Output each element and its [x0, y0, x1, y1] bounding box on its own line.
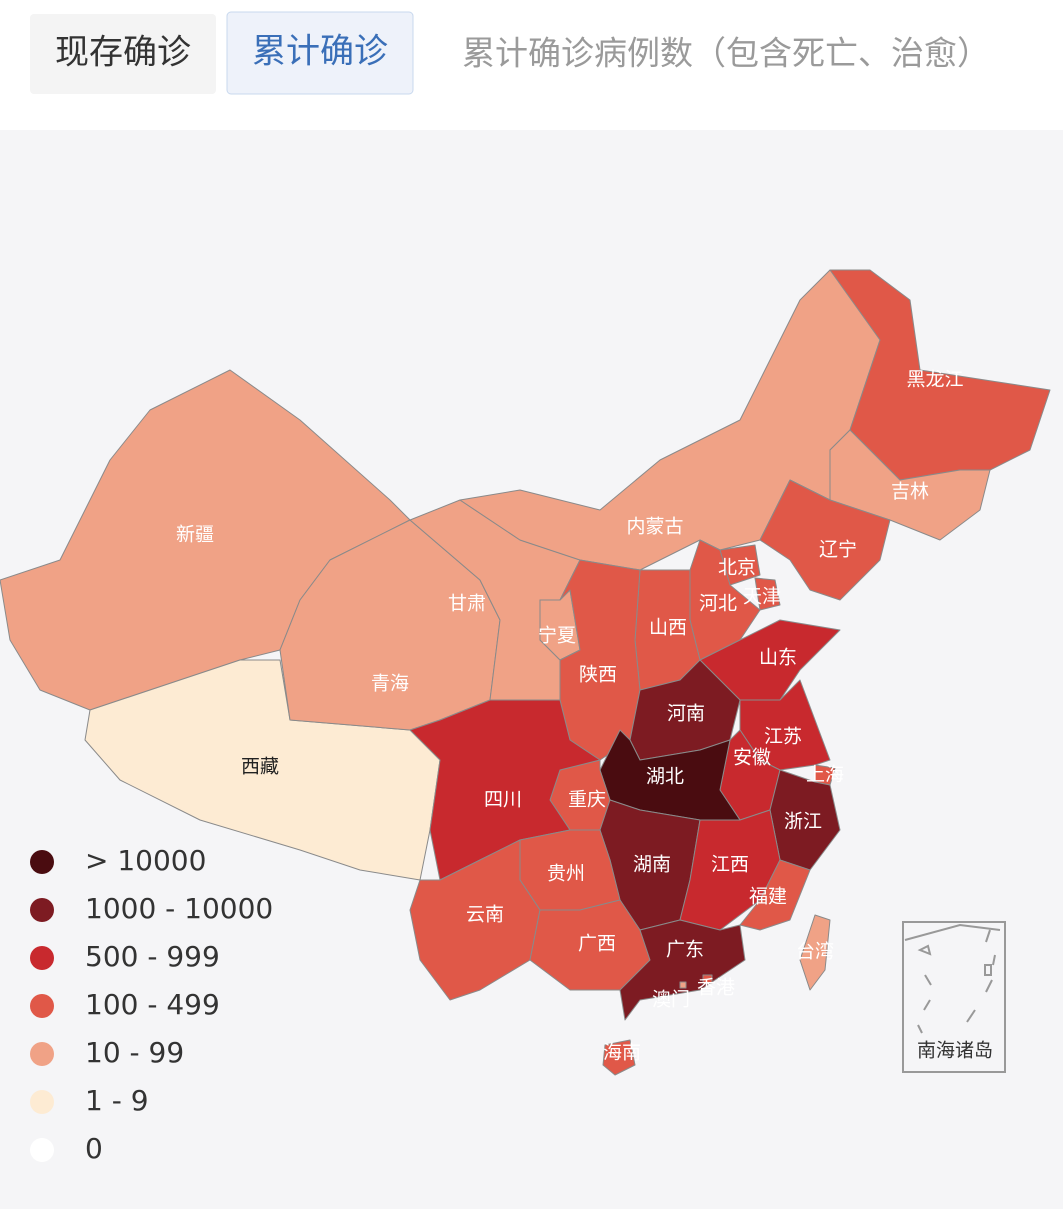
tab-label[interactable]: 累计确诊: [252, 32, 388, 72]
province-label: 内蒙古: [626, 516, 683, 538]
province: [759, 479, 891, 601]
province: [829, 269, 1051, 481]
province: [739, 859, 811, 931]
province-label: 福建: [749, 886, 787, 908]
province-label: 安徽: [733, 747, 771, 769]
province-label: 辽宁: [819, 539, 857, 561]
province: [559, 559, 641, 761]
legend-swatch: [30, 898, 54, 922]
province-label: 西藏: [241, 756, 279, 778]
province-label: 黑龙江: [906, 369, 963, 391]
province: [754, 577, 781, 611]
legend-swatch: [30, 994, 54, 1018]
inset-label: 南海诸岛: [917, 1040, 993, 1062]
province: [679, 981, 687, 989]
province-label: 河北: [699, 593, 737, 615]
province-label: 天津: [743, 586, 781, 608]
subtitle: 累计确诊病例数（包含死亡、治愈）: [462, 34, 990, 73]
legend-swatch: [30, 1090, 54, 1114]
legend-swatch: [30, 1042, 54, 1066]
province-label: 海南: [603, 1042, 641, 1064]
province-label: 云南: [466, 904, 504, 926]
province-label: 宁夏: [538, 625, 576, 647]
province: [409, 839, 541, 1001]
legend-swatch: [30, 850, 54, 874]
province-label: 新疆: [176, 524, 214, 546]
province-label: 重庆: [568, 789, 606, 811]
legend-label: 500 - 999: [85, 940, 220, 973]
province-label: 湖北: [646, 766, 684, 788]
legend-label: > 10000: [85, 844, 206, 877]
province-label: 广东: [666, 939, 704, 961]
tab-button[interactable]: [30, 14, 216, 94]
province: [829, 429, 991, 541]
province-label: 陕西: [579, 664, 617, 686]
province: [409, 699, 601, 881]
legend-label: 100 - 499: [85, 988, 220, 1021]
province: [799, 914, 831, 991]
province-label: 江苏: [764, 726, 802, 748]
tab-label[interactable]: 现存确诊: [55, 33, 191, 73]
province-label: 青海: [371, 673, 409, 695]
province-label: 山西: [649, 617, 687, 639]
province-label: 北京: [718, 557, 756, 579]
province: [619, 919, 746, 1021]
inset-islands: [904, 923, 1001, 1034]
province: [602, 1039, 636, 1076]
province-label: 浙江: [784, 811, 822, 833]
province-label: 香港: [697, 977, 735, 999]
province-label: 台湾: [796, 941, 834, 963]
legend-label: 1000 - 10000: [85, 892, 273, 925]
province-label: 甘肃: [448, 593, 486, 615]
legend-label: 10 - 99: [85, 1036, 184, 1069]
province-label: 江西: [711, 854, 749, 876]
legend-label: 1 - 9: [85, 1084, 149, 1117]
inset-box: [902, 921, 1006, 1073]
province-label: 贵州: [547, 863, 585, 885]
province-label: 吉林: [891, 481, 929, 503]
province-label: 澳门: [652, 989, 690, 1011]
province-label: 山东: [759, 647, 797, 669]
legend-swatch: [30, 946, 54, 970]
province-label: 广西: [578, 933, 616, 955]
province: [702, 974, 713, 984]
legend-swatch: [30, 1138, 54, 1162]
province-label: 湖南: [633, 854, 671, 876]
legend-label: 0: [85, 1132, 103, 1165]
province-label: 四川: [484, 789, 522, 811]
province-label: 河南: [667, 703, 705, 725]
tab-button[interactable]: [226, 11, 414, 95]
province-label: 上海: [806, 764, 844, 786]
